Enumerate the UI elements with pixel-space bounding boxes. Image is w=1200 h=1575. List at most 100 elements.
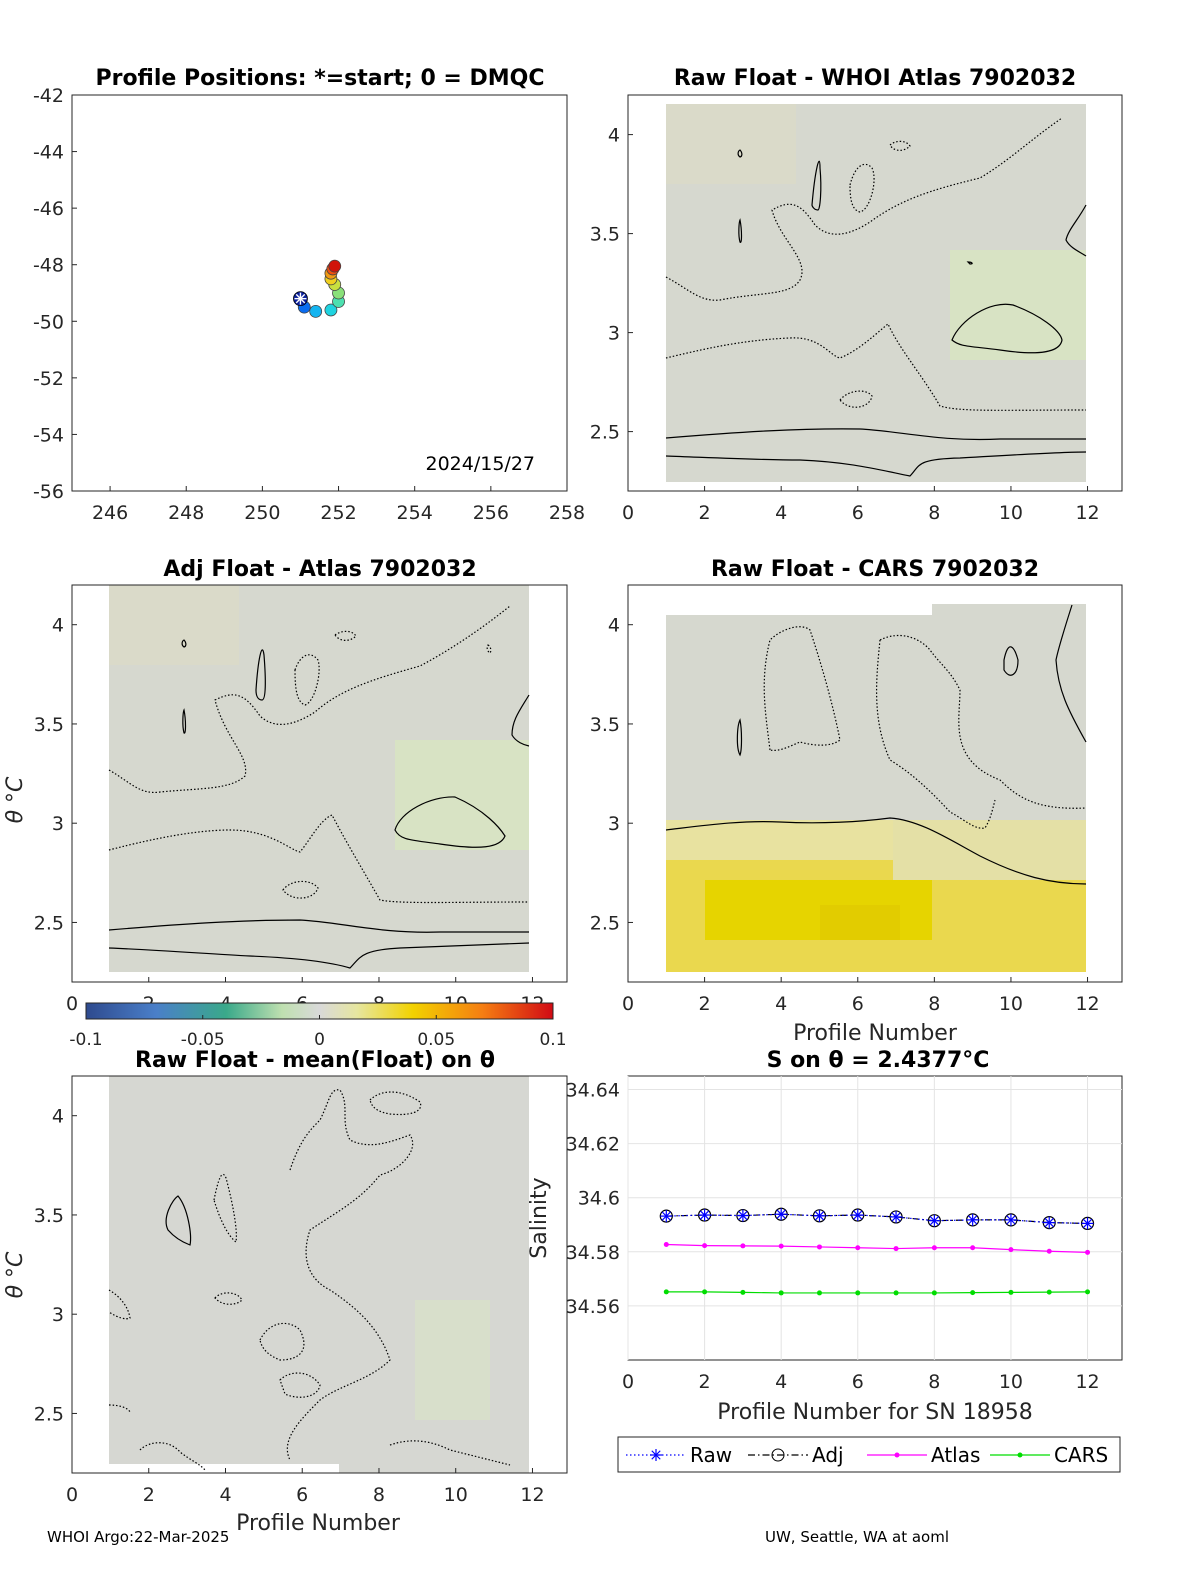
legend-item: CARS bbox=[990, 1443, 1108, 1467]
data-point bbox=[663, 1289, 669, 1295]
contour-lines-dotted bbox=[763, 626, 1087, 829]
data-point bbox=[855, 1290, 861, 1296]
data-point bbox=[736, 1209, 749, 1222]
panel-title: Raw Float - mean(Float) on θ bbox=[135, 1048, 495, 1073]
x-tick-label: 12 bbox=[520, 1484, 544, 1506]
x-tick-label: 0 bbox=[622, 993, 634, 1015]
panel-title: Profile Positions: *=start; 0 = DMQC bbox=[95, 66, 544, 91]
start-marker-icon bbox=[293, 291, 308, 307]
data-point bbox=[663, 1242, 669, 1248]
y-tick-label: 4 bbox=[608, 615, 620, 637]
data-point bbox=[1085, 1249, 1091, 1255]
data-point bbox=[778, 1243, 784, 1249]
series bbox=[659, 1207, 1095, 1296]
x-tick-label: 0 bbox=[66, 1484, 78, 1506]
x-tick-label: 2 bbox=[699, 502, 711, 524]
x-tick-label: 8 bbox=[928, 993, 940, 1015]
y-axis: 2.5 3 3.5 4 bbox=[34, 615, 77, 934]
contour-lines bbox=[665, 604, 1087, 885]
y-axis: -42 -44 -46 -48 -50 -52 -54 -56 bbox=[33, 85, 77, 503]
y-tick-label: 3.5 bbox=[590, 714, 620, 736]
legend-label: Adj bbox=[812, 1443, 844, 1467]
x-tick-label: 6 bbox=[852, 502, 864, 524]
x-tick-label: 8 bbox=[373, 1484, 385, 1506]
x-tick-label: 8 bbox=[928, 502, 940, 524]
y-axis-label: Salinity bbox=[527, 1177, 552, 1258]
y-tick-label: -50 bbox=[33, 311, 64, 333]
x-tick-label: 0 bbox=[66, 993, 78, 1015]
y-axis: 2.5 3 3.5 4 bbox=[34, 1106, 77, 1425]
x-axis: 0 2 4 6 8 10 12 bbox=[622, 977, 1100, 1015]
y-tick-label: 34.6 bbox=[578, 1188, 620, 1210]
colorbar-tick-label: 0.05 bbox=[417, 1030, 455, 1050]
y-axis-label: θ °C bbox=[3, 776, 28, 823]
y-tick-label: 2.5 bbox=[34, 1403, 64, 1425]
legend: Raw Adj Atlas CARS bbox=[617, 1436, 1121, 1473]
series-cars bbox=[663, 1289, 1091, 1296]
series-line bbox=[666, 1243, 1088, 1253]
x-axis: 0 2 4 6 8 10 12 bbox=[622, 486, 1100, 524]
series-atlas bbox=[663, 1242, 1091, 1255]
data-point bbox=[816, 1244, 822, 1250]
contour-lines bbox=[108, 639, 530, 969]
plot-area bbox=[627, 94, 1123, 492]
data-point bbox=[931, 1245, 937, 1251]
x-tick-label: 10 bbox=[444, 1484, 468, 1506]
colorbar-tick-label: -0.1 bbox=[69, 1030, 102, 1050]
profile-marker bbox=[324, 303, 338, 317]
x-tick-label: 6 bbox=[852, 993, 864, 1015]
y-axis: 2.5 3 3.5 4 bbox=[590, 125, 633, 444]
series-raw bbox=[660, 1208, 1094, 1230]
contour-lines-dotted bbox=[108, 605, 530, 904]
heatmap-patch bbox=[415, 1300, 490, 1420]
x-tick-label: 256 bbox=[473, 502, 509, 524]
data-point bbox=[931, 1290, 937, 1296]
x-tick-label: 2 bbox=[699, 993, 711, 1015]
footer-right: UW, Seattle, WA at aoml bbox=[765, 1528, 950, 1546]
x-tick-label: 0 bbox=[622, 502, 634, 524]
legend-label: Raw bbox=[690, 1443, 732, 1467]
x-tick-label: 12 bbox=[1075, 993, 1099, 1015]
plot-area bbox=[71, 584, 568, 983]
x-axis-label: Profile Number bbox=[793, 1021, 958, 1046]
x-tick-label: 12 bbox=[1075, 1371, 1099, 1393]
y-axis: 34.56 34.58 34.6 34.62 34.64 bbox=[566, 1080, 620, 1318]
panel-title: Adj Float - Atlas 7902032 bbox=[163, 557, 476, 582]
panel-title: Raw Float - CARS 7902032 bbox=[711, 557, 1039, 582]
panel-title: Raw Float - WHOI Atlas 7902032 bbox=[674, 66, 1076, 91]
y-tick-label: 2.5 bbox=[590, 422, 620, 444]
raw-float-mean-panel: Raw Float - mean(Float) on θ 2.5 3 3.5 4 0 2… bbox=[3, 1048, 568, 1536]
y-tick-label: 3.5 bbox=[34, 1205, 64, 1227]
y-tick-label: -48 bbox=[33, 255, 64, 277]
data-point bbox=[970, 1245, 976, 1251]
x-axis-label: Profile Number bbox=[236, 1511, 401, 1536]
legend-item: Atlas bbox=[867, 1443, 980, 1467]
y-tick-label: 34.58 bbox=[566, 1242, 620, 1264]
profile-positions-panel: Profile Positions: *=start; 0 = DMQC -42… bbox=[33, 66, 585, 524]
legend-marker bbox=[1017, 1452, 1023, 1458]
colorbar: -0.1 -0.05 0 0.05 0.1 bbox=[69, 1002, 567, 1050]
data-point bbox=[778, 1290, 784, 1296]
plot-area bbox=[71, 1075, 568, 1474]
salinity-panel: S on θ = 2.4377°C 34.5634.5834.634.6234.… bbox=[527, 1048, 1123, 1473]
series-line bbox=[666, 1291, 1088, 1294]
contour-lines bbox=[665, 149, 1087, 477]
data-point bbox=[1081, 1217, 1094, 1230]
y-tick-label: 3 bbox=[608, 323, 620, 345]
x-tick-label: 258 bbox=[549, 502, 585, 524]
profile-markers bbox=[293, 259, 345, 318]
x-tick-label: 254 bbox=[397, 502, 433, 524]
x-axis-label: Profile Number for SN 18958 bbox=[717, 1400, 1032, 1425]
data-point bbox=[1008, 1289, 1014, 1295]
x-tick-label: 4 bbox=[219, 1484, 231, 1506]
data-point bbox=[702, 1243, 708, 1249]
contour-lines bbox=[165, 1195, 192, 1246]
x-tick-label: 250 bbox=[244, 502, 280, 524]
y-tick-label: 34.62 bbox=[566, 1134, 620, 1156]
y-tick-label: 3 bbox=[608, 813, 620, 835]
data-point bbox=[928, 1214, 941, 1227]
legend-marker bbox=[894, 1452, 900, 1458]
heatmap-patch bbox=[109, 585, 239, 665]
x-tick-label: 248 bbox=[168, 502, 204, 524]
raw-float-cars-panel: Raw Float - CARS 7902032 2.5 3 3.5 4 0 2 4 6 8 1… bbox=[590, 557, 1123, 1046]
